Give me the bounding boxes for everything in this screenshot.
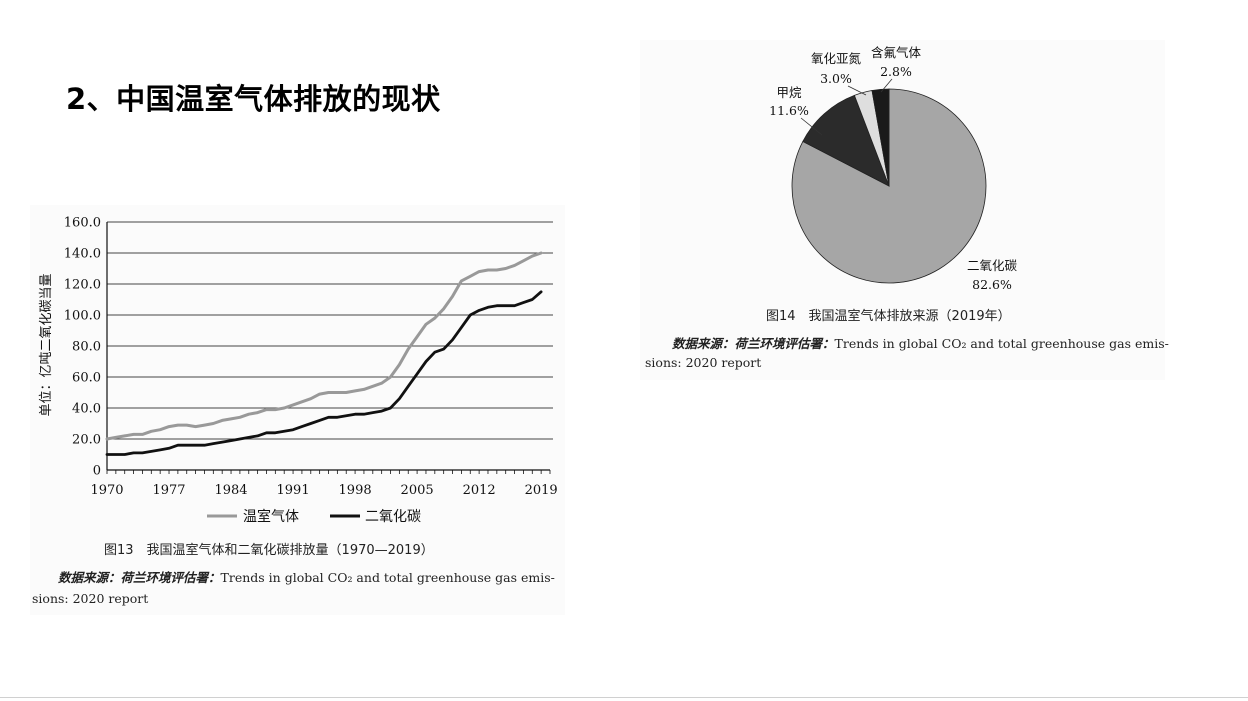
figure14-caption: 图14 我国温室气体排放来源（2019年） (766, 309, 1011, 324)
y-tick-label: 160.0 (64, 216, 101, 231)
figure13-source-cont: sions: 2020 report (32, 591, 149, 606)
y-tick-label: 20.0 (72, 433, 101, 448)
series-line-co2 (105, 290, 543, 456)
y-tick-label: 0 (93, 464, 101, 479)
x-tick-label: 1984 (214, 483, 247, 498)
y-tick-label: 100.0 (64, 309, 101, 324)
figure13-source: 数据来源：荷兰环境评估署：Trends in global CO₂ and to… (58, 567, 555, 586)
y-tick-label: 140.0 (64, 247, 101, 262)
figure14-source-prefix: 数据来源：荷兰环境评估署： (672, 336, 835, 351)
x-tick-label: 2019 (525, 483, 558, 498)
y-tick-label: 80.0 (72, 340, 101, 355)
series-line-ghg (105, 251, 543, 441)
x-tick-label: 1998 (339, 483, 372, 498)
figure13-source-prefix: 数据来源：荷兰环境评估署： (58, 570, 221, 585)
figure14-source: 数据来源：荷兰环境评估署：Trends in global CO₂ and to… (672, 333, 1169, 352)
figure13-caption: 图13 我国温室气体和二氧化碳排放量（1970—2019） (104, 543, 434, 558)
x-tick-label: 1977 (152, 483, 185, 498)
x-tick-label: 1991 (277, 483, 310, 498)
x-tick-label: 1970 (90, 483, 123, 498)
legend-co2-label: 二氧化碳 (365, 509, 421, 525)
divider (0, 697, 1248, 698)
y-axis-label: 单位：亿吨二氧化碳当量 (39, 273, 54, 416)
y-tick-label: 60.0 (72, 371, 101, 386)
y-tick-label: 40.0 (72, 402, 101, 417)
chart-legend: 温室气体 二氧化碳 (207, 508, 421, 525)
figure14-source-cont: sions: 2020 report (645, 355, 762, 370)
slide-title: 2、中国温室气体排放的现状 (66, 82, 441, 116)
x-tick-label: 2005 (401, 483, 434, 498)
figure14-source-text: Trends in global CO₂ and total greenhous… (834, 336, 1169, 351)
figure13-source-text: Trends in global CO₂ and total greenhous… (220, 570, 555, 585)
y-tick-label: 120.0 (64, 278, 101, 293)
legend-ghg-label: 温室气体 (243, 508, 299, 525)
x-tick-label: 2012 (463, 483, 496, 498)
